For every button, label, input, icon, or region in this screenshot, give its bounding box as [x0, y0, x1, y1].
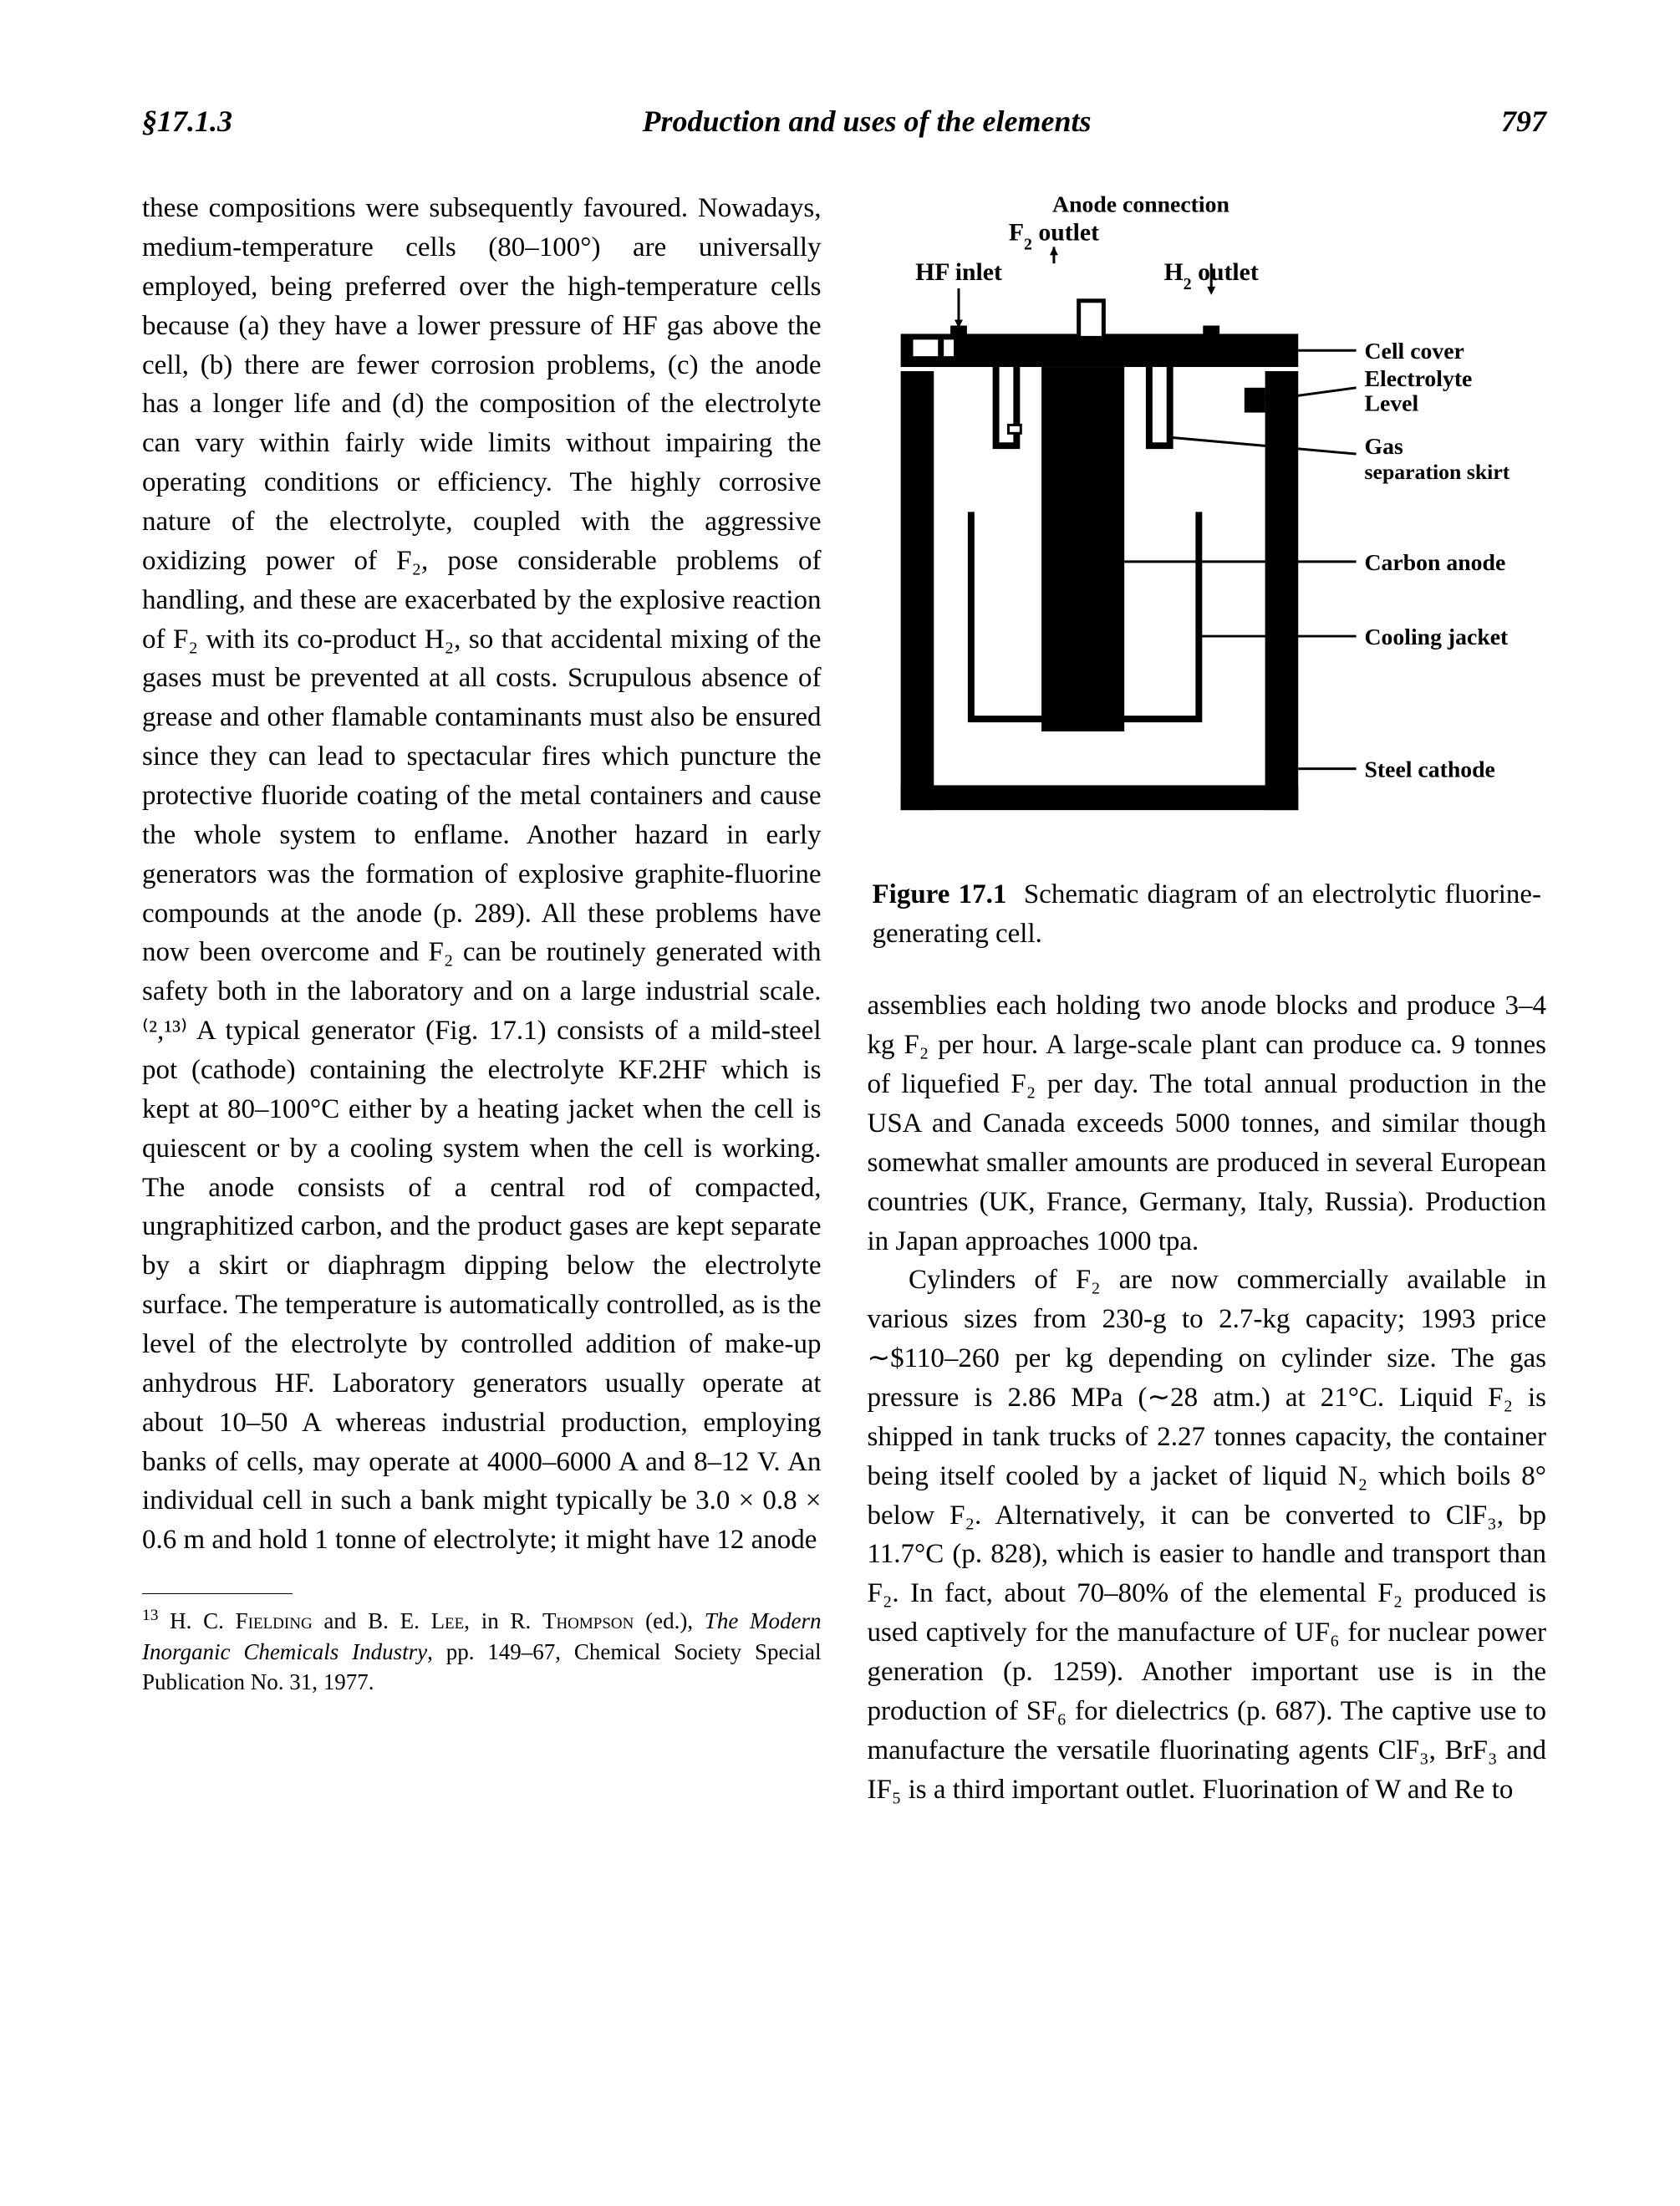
figure-label: Electrolyte [1364, 366, 1472, 392]
figure-caption: Figure 17.1 Schematic diagram of an elec… [868, 875, 1547, 954]
right-column: Anode connection F2 outlet HF inlet H2 o… [868, 189, 1547, 1809]
figure-label: Carbon anode [1364, 550, 1505, 576]
figure-17-1: Anode connection F2 outlet HF inlet H2 o… [868, 189, 1547, 953]
footnote-text: 13 H. C. Fielding and B. E. Lee, in R. T… [142, 1606, 822, 1697]
two-column-layout: these compositions were subsequently fav… [142, 189, 1546, 1809]
figure-label: Cell cover [1364, 339, 1464, 364]
figure-label: HF inlet [915, 259, 1002, 286]
figure-label: Level [1364, 391, 1418, 417]
electrolytic-cell-diagram: Anode connection F2 outlet HF inlet H2 o… [868, 189, 1547, 860]
figure-label: Steel cathode [1364, 757, 1494, 783]
figure-label: Gas [1364, 434, 1403, 460]
left-column: these compositions were subsequently fav… [142, 189, 822, 1697]
footnote-marker: 13 [142, 1607, 158, 1624]
figure-label: Anode connection [1052, 192, 1229, 218]
page-number: 797 [1501, 100, 1546, 143]
page-header: §17.1.3 Production and uses of the eleme… [142, 100, 1546, 143]
page-title: Production and uses of the elements [232, 100, 1501, 143]
figure-label: Cooling jacket [1364, 624, 1509, 650]
body-paragraph: Cylinders of F₂ are now commercially ava… [868, 1261, 1547, 1809]
footnote-separator [142, 1593, 293, 1594]
body-paragraph: these compositions were subsequently fav… [142, 189, 822, 1560]
figure-label: separation skirt [1364, 460, 1509, 484]
figure-number: Figure 17.1 [873, 879, 1007, 909]
body-paragraph: assemblies each holding two anode blocks… [868, 986, 1547, 1261]
section-ref: §17.1.3 [142, 100, 232, 143]
